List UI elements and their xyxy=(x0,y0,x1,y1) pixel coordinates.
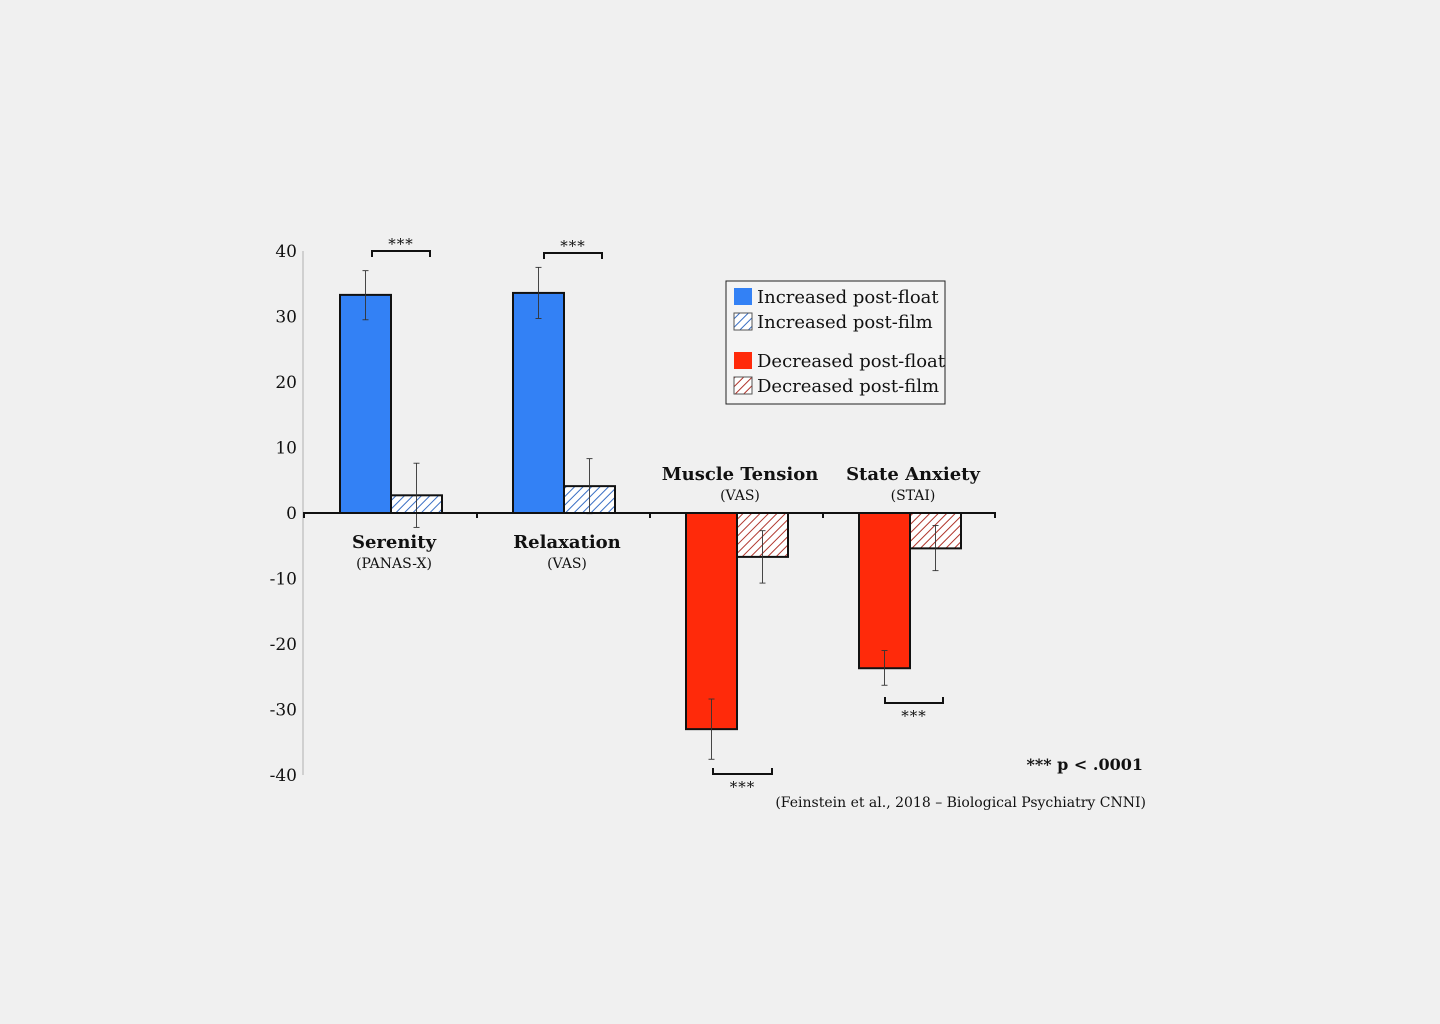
category-sublabel: (VAS) xyxy=(720,488,760,504)
category-labels: Serenity (PANAS-X) Relaxation (VAS) Muscle T… xyxy=(352,464,981,572)
legend-swatch xyxy=(734,352,752,369)
legend-label: Increased post-film xyxy=(757,312,933,333)
y-tick-label: -10 xyxy=(270,570,297,590)
y-tick-label: -30 xyxy=(270,701,297,721)
pvalue-annotation: *** p < .0001 xyxy=(1026,755,1143,774)
significance-stars: *** xyxy=(730,778,756,796)
y-tick-label: -40 xyxy=(270,766,297,786)
y-axis: 40 30 20 10 0 -10 -20 -30 -40 xyxy=(270,242,304,786)
significance-bracket xyxy=(543,252,603,259)
legend-label: Increased post-float xyxy=(757,287,939,308)
y-tick-label: -20 xyxy=(270,635,297,655)
citation-annotation: (Feinstein et al., 2018 – Biological Psy… xyxy=(775,795,1146,811)
significance-stars: *** xyxy=(901,707,927,725)
legend-swatch xyxy=(733,312,753,331)
significance-stars: *** xyxy=(560,237,586,255)
y-tick-label: 30 xyxy=(275,308,297,328)
legend-box xyxy=(725,280,946,405)
category-sublabel: (PANAS-X) xyxy=(356,556,432,572)
significance-brackets: *** *** *** *** xyxy=(371,235,944,796)
bar-decreased-float xyxy=(858,512,911,670)
significance-bracket xyxy=(884,697,944,704)
category-label: Relaxation xyxy=(513,532,621,553)
legend-swatch xyxy=(734,288,752,305)
category-sublabel: (STAI) xyxy=(891,488,936,504)
bar-increased-float xyxy=(512,291,565,515)
significance-bracket xyxy=(712,768,773,775)
category-sublabel: (VAS) xyxy=(547,556,587,572)
category-label: Muscle Tension xyxy=(662,464,819,485)
y-tick-label: 0 xyxy=(286,504,297,524)
legend-swatch xyxy=(733,376,753,395)
x-axis xyxy=(303,512,996,518)
category-label: State Anxiety xyxy=(846,464,980,485)
category-label: Serenity xyxy=(352,532,437,553)
y-tick-label: 20 xyxy=(275,373,297,393)
significance-bracket xyxy=(371,250,431,257)
y-tick-label: 40 xyxy=(275,242,297,262)
y-tick-label: 10 xyxy=(275,439,297,459)
significance-stars: *** xyxy=(388,235,414,253)
bar-increased-float xyxy=(339,293,392,515)
legend-label: Decreased post-float xyxy=(757,351,946,372)
legend: Increased post-float Increased post-film D… xyxy=(725,280,946,405)
legend-label: Decreased post-film xyxy=(757,376,939,397)
bar-decreased-float xyxy=(685,512,738,731)
